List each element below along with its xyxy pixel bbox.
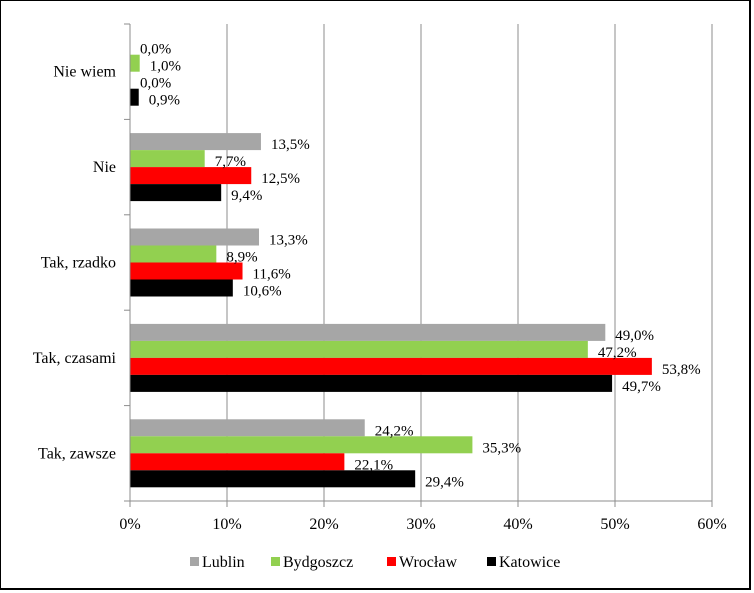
- bar-bydgoszcz: [130, 54, 140, 72]
- bar-bydgoszcz: [130, 150, 205, 168]
- data-label: 0,0%: [140, 76, 171, 92]
- legend-label: Katowice: [499, 554, 560, 571]
- legend-swatch: [190, 557, 199, 566]
- axes: 0% 10% 20% 30% 40% 50% 60% Nie wiem Nie Tak, rzad…: [33, 23, 727, 533]
- data-label: 24,2%: [375, 423, 414, 439]
- x-tick-label: 20%: [309, 516, 338, 533]
- x-tick-label: 50%: [600, 516, 629, 533]
- data-label: 53,8%: [662, 362, 701, 378]
- data-label: 11,6%: [253, 267, 291, 283]
- legend-swatch: [271, 557, 280, 566]
- legend-label: Lublin: [202, 554, 245, 571]
- data-label: 13,5%: [271, 137, 310, 153]
- bar-katowice: [130, 470, 416, 488]
- x-tick-label: 60%: [697, 516, 726, 533]
- x-tick-label: 10%: [212, 516, 241, 533]
- x-tick-label: 30%: [406, 516, 435, 533]
- data-label: 29,4%: [425, 474, 464, 490]
- legend-swatch: [487, 557, 496, 566]
- legend-swatch: [387, 557, 396, 566]
- data-label: 8,9%: [226, 250, 257, 266]
- data-label: 47,2%: [598, 345, 637, 361]
- data-label: 49,0%: [615, 328, 654, 344]
- bar-bydgoszcz: [130, 436, 473, 454]
- bar-lublin: [130, 419, 365, 437]
- data-label: 0,9%: [149, 93, 180, 109]
- legend-label: Bydgoszcz: [283, 554, 353, 571]
- bar-wrocław: [130, 357, 652, 375]
- data-label: 9,4%: [231, 188, 262, 204]
- bar-bydgoszcz: [130, 340, 588, 358]
- bars: [130, 54, 652, 488]
- category-label: Nie: [93, 159, 116, 176]
- bar-katowice: [130, 279, 233, 297]
- bar-lublin: [130, 323, 606, 341]
- bar-wrocław: [130, 453, 345, 471]
- x-tick-label: 0%: [119, 516, 140, 533]
- bar-katowice: [130, 374, 613, 392]
- category-label: Tak, zawsze: [38, 445, 116, 462]
- data-label: 10,6%: [243, 284, 282, 300]
- category-label: Nie wiem: [53, 64, 116, 81]
- category-label: Tak, czasami: [33, 350, 117, 367]
- legend: Lublin Bydgoszcz Wrocław Katowice: [190, 554, 560, 571]
- bar-katowice: [130, 184, 222, 202]
- bar-lublin: [130, 133, 261, 151]
- data-label: 1,0%: [150, 59, 181, 75]
- data-label: 35,3%: [482, 440, 521, 456]
- data-label: 22,1%: [354, 457, 393, 473]
- data-label: 0,0%: [140, 42, 171, 58]
- bar-wrocław: [130, 167, 252, 185]
- legend-label: Wrocław: [399, 554, 457, 571]
- bar-wrocław: [130, 262, 243, 280]
- bar-bydgoszcz: [130, 245, 217, 263]
- data-labels: 0,0%1,0%0,0%0,9%13,5%7,7%12,5%9,4%13,3%8…: [140, 42, 701, 491]
- x-tick-label: 40%: [503, 516, 532, 533]
- category-label: Tak, rzadko: [41, 255, 116, 272]
- data-label: 7,7%: [215, 154, 246, 170]
- data-label: 13,3%: [269, 233, 308, 249]
- bar-lublin: [130, 228, 260, 246]
- data-label: 49,7%: [622, 379, 661, 395]
- bar-katowice: [130, 88, 139, 106]
- data-label: 12,5%: [261, 171, 300, 187]
